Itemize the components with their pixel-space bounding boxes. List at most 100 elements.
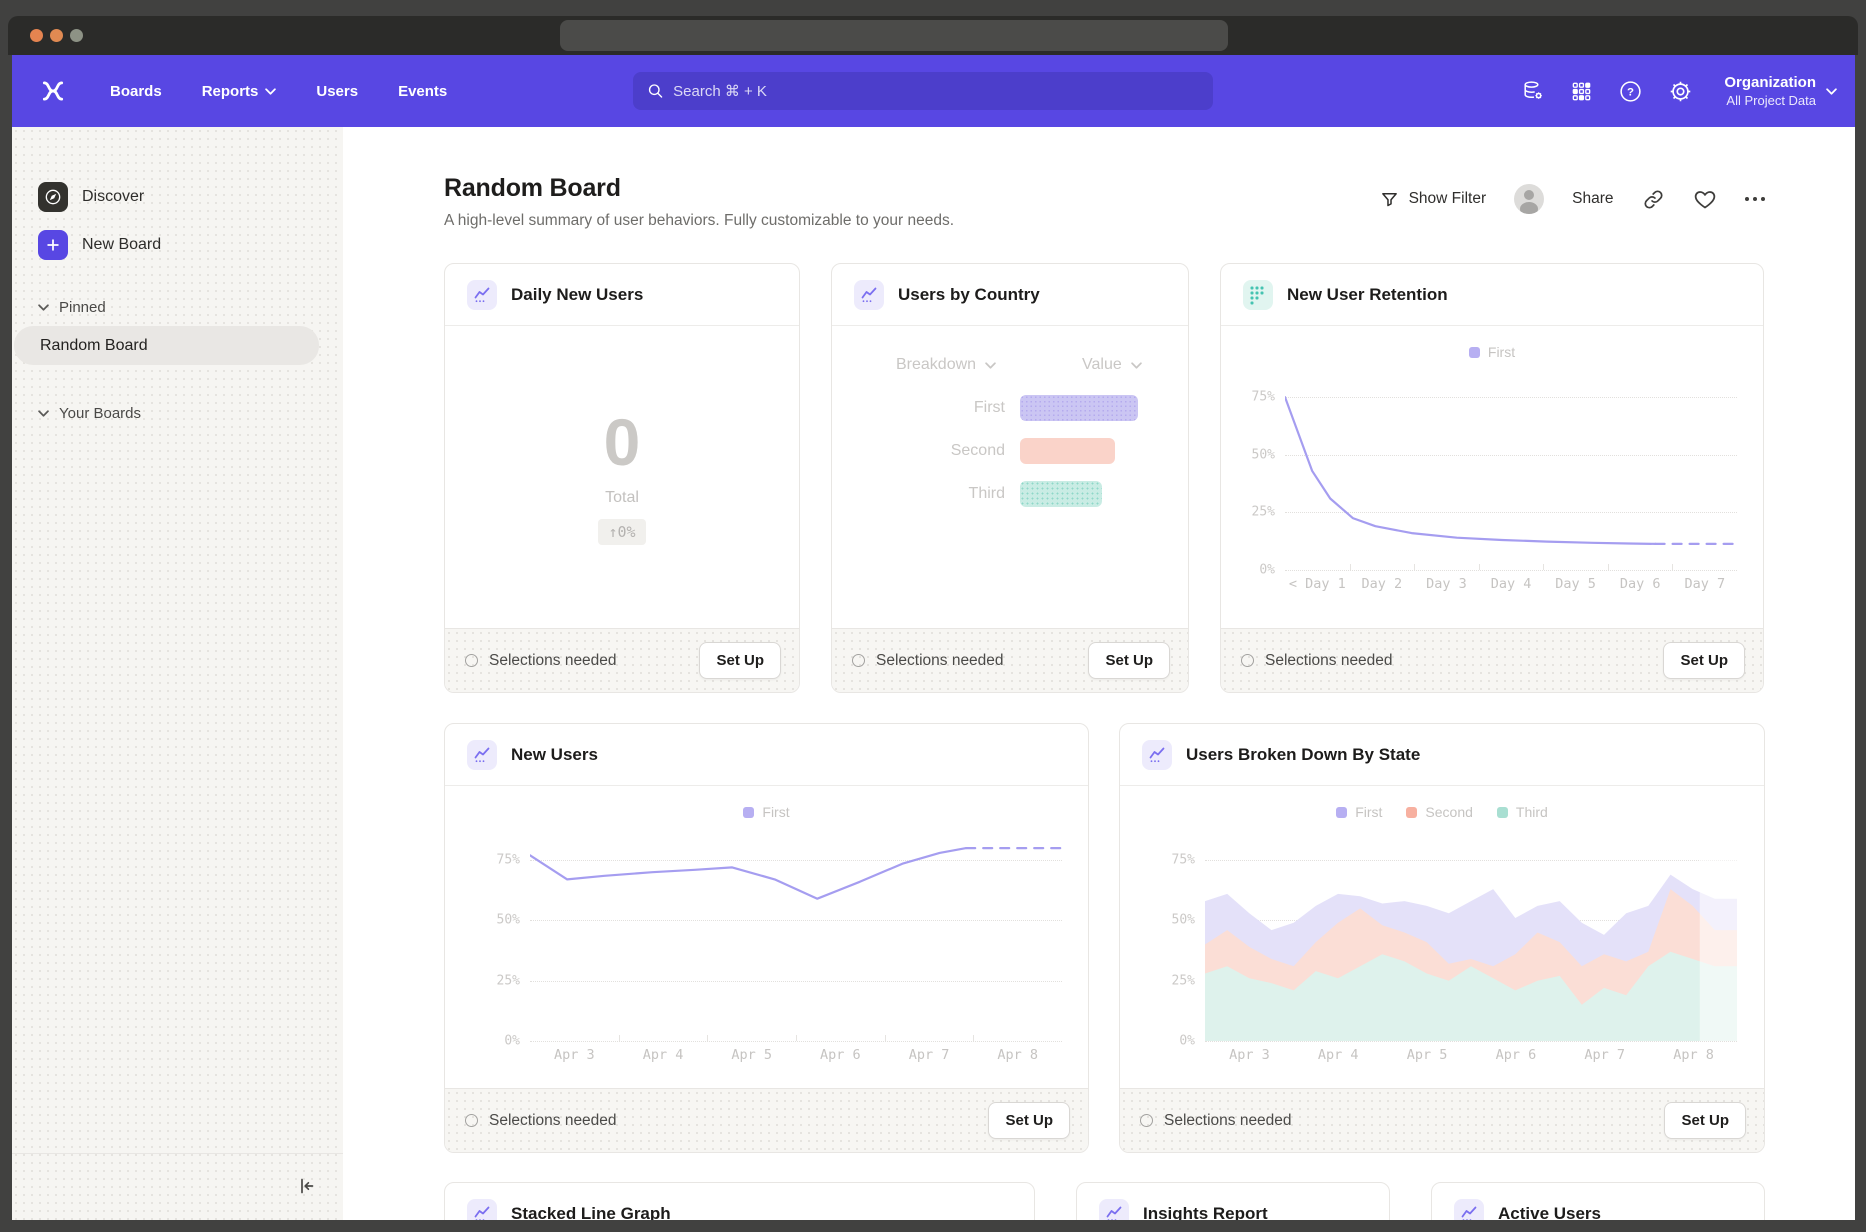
- status-text: Selections needed: [465, 652, 617, 670]
- xlabel: Day 2: [1350, 576, 1415, 592]
- show-filter-label: Show Filter: [1409, 190, 1487, 208]
- card-stacked-line-graph: Stacked Line Graph: [444, 1182, 1035, 1220]
- org-name: Organization: [1724, 73, 1816, 92]
- gridline: [1285, 570, 1737, 571]
- sidebar-item-new-board[interactable]: New Board: [38, 225, 343, 265]
- ytick: 50%: [497, 913, 520, 928]
- sidebar-item-label: New Board: [82, 236, 161, 254]
- apps-grid-icon[interactable]: [1570, 80, 1593, 103]
- set-up-button[interactable]: Set Up: [699, 642, 781, 679]
- xlabel: Apr 3: [1205, 1047, 1294, 1063]
- nav-item-label: Users: [316, 83, 358, 100]
- bar-second: [1020, 438, 1115, 464]
- card-new-user-retention: New User Retention First 75%50%25%0% < D…: [1220, 263, 1764, 693]
- xlabel: Day 7: [1672, 576, 1737, 592]
- global-search[interactable]: [633, 72, 1213, 110]
- legend-item: Second: [1406, 804, 1472, 820]
- chart-legend: First: [445, 802, 1088, 822]
- ytick: 75%: [1172, 853, 1195, 868]
- xlabel: Day 5: [1543, 576, 1608, 592]
- xlabel: Apr 8: [973, 1047, 1062, 1063]
- by-state-chart: 75%50%25%0%: [1205, 836, 1737, 1041]
- card-title: Daily New Users: [511, 285, 643, 305]
- nav-item-reports[interactable]: Reports: [202, 83, 277, 100]
- sidebar-item-random-board[interactable]: Random Board: [14, 326, 319, 365]
- collapse-sidebar-button[interactable]: [295, 1174, 319, 1201]
- show-filter-button[interactable]: Show Filter: [1380, 190, 1487, 209]
- metric-value: 0: [604, 409, 641, 475]
- ytick: 0%: [504, 1034, 520, 1049]
- help-icon[interactable]: ?: [1618, 79, 1643, 104]
- more-options-button[interactable]: [1745, 197, 1766, 202]
- nav-item-boards[interactable]: Boards: [110, 83, 162, 100]
- legend-chip: [743, 807, 754, 818]
- legend-item: First: [743, 804, 789, 820]
- avatar[interactable]: [1514, 184, 1544, 214]
- ytick: 75%: [497, 853, 520, 868]
- ytick: 25%: [1252, 505, 1275, 520]
- window-close-button[interactable]: [30, 29, 43, 42]
- share-button[interactable]: Share: [1572, 190, 1613, 208]
- mixpanel-logo[interactable]: [40, 78, 66, 104]
- xlabel: Day 3: [1414, 576, 1479, 592]
- set-up-button[interactable]: Set Up: [988, 1102, 1070, 1139]
- legend-chip: [1336, 807, 1347, 818]
- xlabel: Apr 3: [530, 1047, 619, 1063]
- sidebar-section-your-boards[interactable]: Your Boards: [38, 405, 343, 422]
- window-minimize-button[interactable]: [50, 29, 63, 42]
- window-maximize-button[interactable]: [70, 29, 83, 42]
- xlabel: Apr 5: [707, 1047, 796, 1063]
- card-users-by-country: Users by Country Breakdown Value: [831, 263, 1189, 693]
- section-label: Pinned: [59, 299, 106, 316]
- ytick: 0%: [1179, 1034, 1195, 1049]
- nav-item-users[interactable]: Users: [316, 83, 358, 100]
- card-insights-report: Insights Report: [1076, 1182, 1390, 1220]
- section-label: Your Boards: [59, 405, 141, 422]
- org-switcher[interactable]: Organization All Project Data: [1724, 73, 1837, 109]
- settings-gear-icon[interactable]: [1668, 79, 1693, 104]
- line-chart-icon: [467, 1199, 497, 1221]
- svg-text:?: ?: [1627, 86, 1634, 98]
- legend-label: First: [1355, 804, 1382, 820]
- ellipsis-icon: [1745, 197, 1766, 202]
- status-circle-icon: [465, 1114, 478, 1127]
- set-up-button[interactable]: Set Up: [1663, 642, 1745, 679]
- card-active-users: Active Users: [1431, 1182, 1765, 1220]
- chevron-down-icon: [38, 410, 49, 417]
- sidebar-section-pinned[interactable]: Pinned: [38, 299, 343, 316]
- legend-label: First: [1488, 344, 1515, 360]
- chevron-down-icon: [1826, 88, 1837, 95]
- status-text: Selections needed: [852, 652, 1004, 670]
- set-up-button[interactable]: Set Up: [1664, 1102, 1746, 1139]
- country-row: First: [832, 395, 1188, 421]
- chart-legend: First: [1221, 342, 1763, 362]
- row-label: First: [832, 399, 1020, 417]
- value-dropdown[interactable]: Value: [1082, 356, 1142, 374]
- status-text: Selections needed: [1241, 652, 1393, 670]
- chevron-down-icon: [265, 88, 276, 95]
- metric-delta-badge: ↑0%: [598, 519, 645, 545]
- chevron-down-icon: [1131, 362, 1142, 369]
- card-new-users: New Users First 75%50%25%0% Apr 3Apr 4Ap…: [444, 723, 1089, 1153]
- xlabel: Apr 8: [1649, 1047, 1738, 1063]
- xlabel: Day 4: [1479, 576, 1544, 592]
- link-icon: [1642, 188, 1665, 211]
- card-title: Stacked Line Graph: [511, 1204, 671, 1221]
- status-circle-icon: [852, 654, 865, 667]
- browser-address-bar[interactable]: [560, 20, 1228, 51]
- metric-label: Total: [605, 489, 639, 507]
- copy-link-button[interactable]: [1642, 188, 1665, 211]
- chevron-down-icon: [38, 304, 49, 311]
- retention-grid-icon: [1243, 280, 1273, 310]
- card-title: New User Retention: [1287, 285, 1448, 305]
- breakdown-dropdown[interactable]: Breakdown: [896, 356, 996, 374]
- nav-item-events[interactable]: Events: [398, 83, 447, 100]
- search-input[interactable]: [673, 83, 1199, 100]
- gridline: [530, 1041, 1062, 1042]
- search-icon: [647, 82, 664, 100]
- set-up-button[interactable]: Set Up: [1088, 642, 1170, 679]
- sidebar-item-discover[interactable]: Discover: [38, 177, 343, 217]
- data-management-icon[interactable]: [1521, 79, 1545, 103]
- new-users-chart: 75%50%25%0%: [530, 836, 1062, 1041]
- favorite-button[interactable]: [1693, 187, 1717, 211]
